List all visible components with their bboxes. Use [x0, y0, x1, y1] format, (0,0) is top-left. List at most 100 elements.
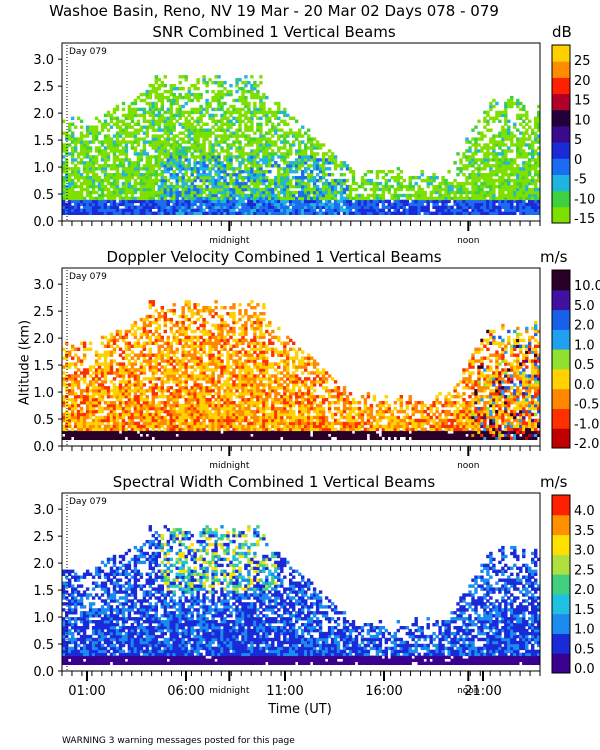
heatmap-cell	[145, 199, 149, 204]
heatmap-cell	[121, 392, 126, 396]
heatmap-cell	[498, 202, 502, 207]
heatmap-cell	[127, 424, 132, 429]
heatmap-cell	[516, 116, 520, 120]
heatmap-cell	[202, 190, 206, 195]
heatmap-cell	[62, 199, 66, 204]
heatmap-cell	[112, 418, 117, 423]
heatmap-cell	[456, 152, 460, 156]
heatmap-cell	[160, 134, 164, 138]
heatmap-cell	[127, 196, 132, 201]
heatmap-cell	[223, 193, 227, 198]
heatmap-cell	[82, 341, 87, 345]
heatmap-cell	[62, 371, 66, 375]
heatmap-cell	[486, 176, 490, 180]
heatmap-cell	[109, 199, 114, 204]
heatmap-cell	[97, 202, 102, 207]
heatmap-cell	[151, 202, 155, 207]
heatmap-cell	[184, 377, 188, 381]
heatmap-cell	[310, 140, 314, 144]
heatmap-cell	[423, 205, 427, 209]
heatmap-cell	[133, 181, 138, 186]
heatmap-cell	[220, 84, 224, 88]
heatmap-cell	[462, 155, 466, 159]
heatmap-cell	[333, 202, 338, 207]
heatmap-cell	[534, 119, 538, 123]
heatmap-cell	[139, 436, 144, 440]
heatmap-cell	[91, 377, 96, 381]
heatmap-cell	[118, 161, 123, 165]
heatmap-cell	[525, 122, 529, 126]
heatmap-cell	[486, 161, 490, 165]
heatmap-cell	[253, 202, 257, 207]
heatmap-cell	[160, 211, 164, 215]
heatmap-cell	[459, 190, 463, 195]
heatmap-cell	[259, 81, 263, 85]
heatmap-cell	[71, 398, 75, 402]
heatmap-cell	[217, 143, 221, 147]
heatmap-cell	[268, 116, 272, 120]
heatmap-cell	[103, 430, 108, 434]
heatmap-cell	[79, 202, 84, 207]
heatmap-cell	[396, 193, 400, 198]
heatmap-cell	[256, 184, 260, 189]
heatmap-cell	[166, 140, 170, 144]
heatmap-cell	[501, 181, 505, 186]
heatmap-cell	[220, 122, 224, 126]
heatmap-cell	[390, 176, 394, 180]
heatmap-cell	[136, 421, 141, 426]
heatmap-cell	[133, 137, 138, 141]
heatmap-cell	[223, 155, 227, 159]
heatmap-cell	[498, 131, 502, 135]
heatmap-cell	[468, 173, 472, 177]
heatmap-cell	[187, 176, 191, 180]
heatmap-cell	[175, 392, 179, 396]
heatmap-cell	[82, 155, 87, 159]
heatmap-cell	[160, 377, 164, 381]
heatmap-cell	[127, 104, 132, 109]
heatmap-cell	[62, 430, 66, 434]
heatmap-cell	[375, 208, 380, 212]
heatmap-cell	[121, 412, 126, 417]
heatmap-cell	[244, 176, 248, 180]
heatmap-cell	[109, 193, 114, 198]
heatmap-cell	[226, 199, 230, 204]
heatmap-cell	[196, 87, 200, 91]
heatmap-cell	[486, 211, 490, 215]
doppler-panel-title: Doppler Velocity Combined 1 Vertical Bea…	[106, 248, 442, 266]
heatmap-cell	[211, 146, 215, 150]
heatmap-cell	[205, 167, 209, 171]
heatmap-cell	[148, 164, 152, 168]
heatmap-cell	[97, 427, 102, 432]
heatmap-cell	[82, 211, 87, 215]
heatmap-cell	[220, 190, 224, 195]
heatmap-cell	[498, 196, 502, 201]
heatmap-cell	[369, 187, 374, 192]
heatmap-cell	[357, 211, 362, 215]
heatmap-cell	[74, 433, 78, 437]
heatmap-cell	[262, 181, 266, 186]
heatmap-cell	[522, 196, 526, 201]
heatmap-cell	[145, 335, 149, 340]
heatmap-cell	[157, 314, 161, 319]
heatmap-cell	[184, 392, 188, 396]
heatmap-cell	[184, 170, 188, 174]
heatmap-cell	[172, 199, 176, 204]
heatmap-cell	[295, 176, 299, 180]
heatmap-cell	[387, 211, 391, 215]
heatmap-cell	[315, 167, 320, 171]
heatmap-cell	[477, 170, 481, 174]
heatmap-cell	[127, 341, 132, 345]
heatmap-cell	[118, 374, 123, 378]
heatmap-cell	[118, 329, 123, 334]
heatmap-cell	[516, 178, 520, 183]
heatmap-cell	[259, 110, 263, 115]
heatmap-cell	[190, 329, 194, 334]
heatmap-cell	[157, 356, 161, 360]
heatmap-cell	[217, 161, 221, 165]
heatmap-cell	[184, 341, 188, 345]
heatmap-cell	[256, 110, 260, 115]
heatmap-cell	[82, 424, 87, 429]
heatmap-cell	[106, 143, 111, 147]
heatmap-cell	[62, 205, 66, 209]
heatmap-cell	[151, 377, 155, 381]
